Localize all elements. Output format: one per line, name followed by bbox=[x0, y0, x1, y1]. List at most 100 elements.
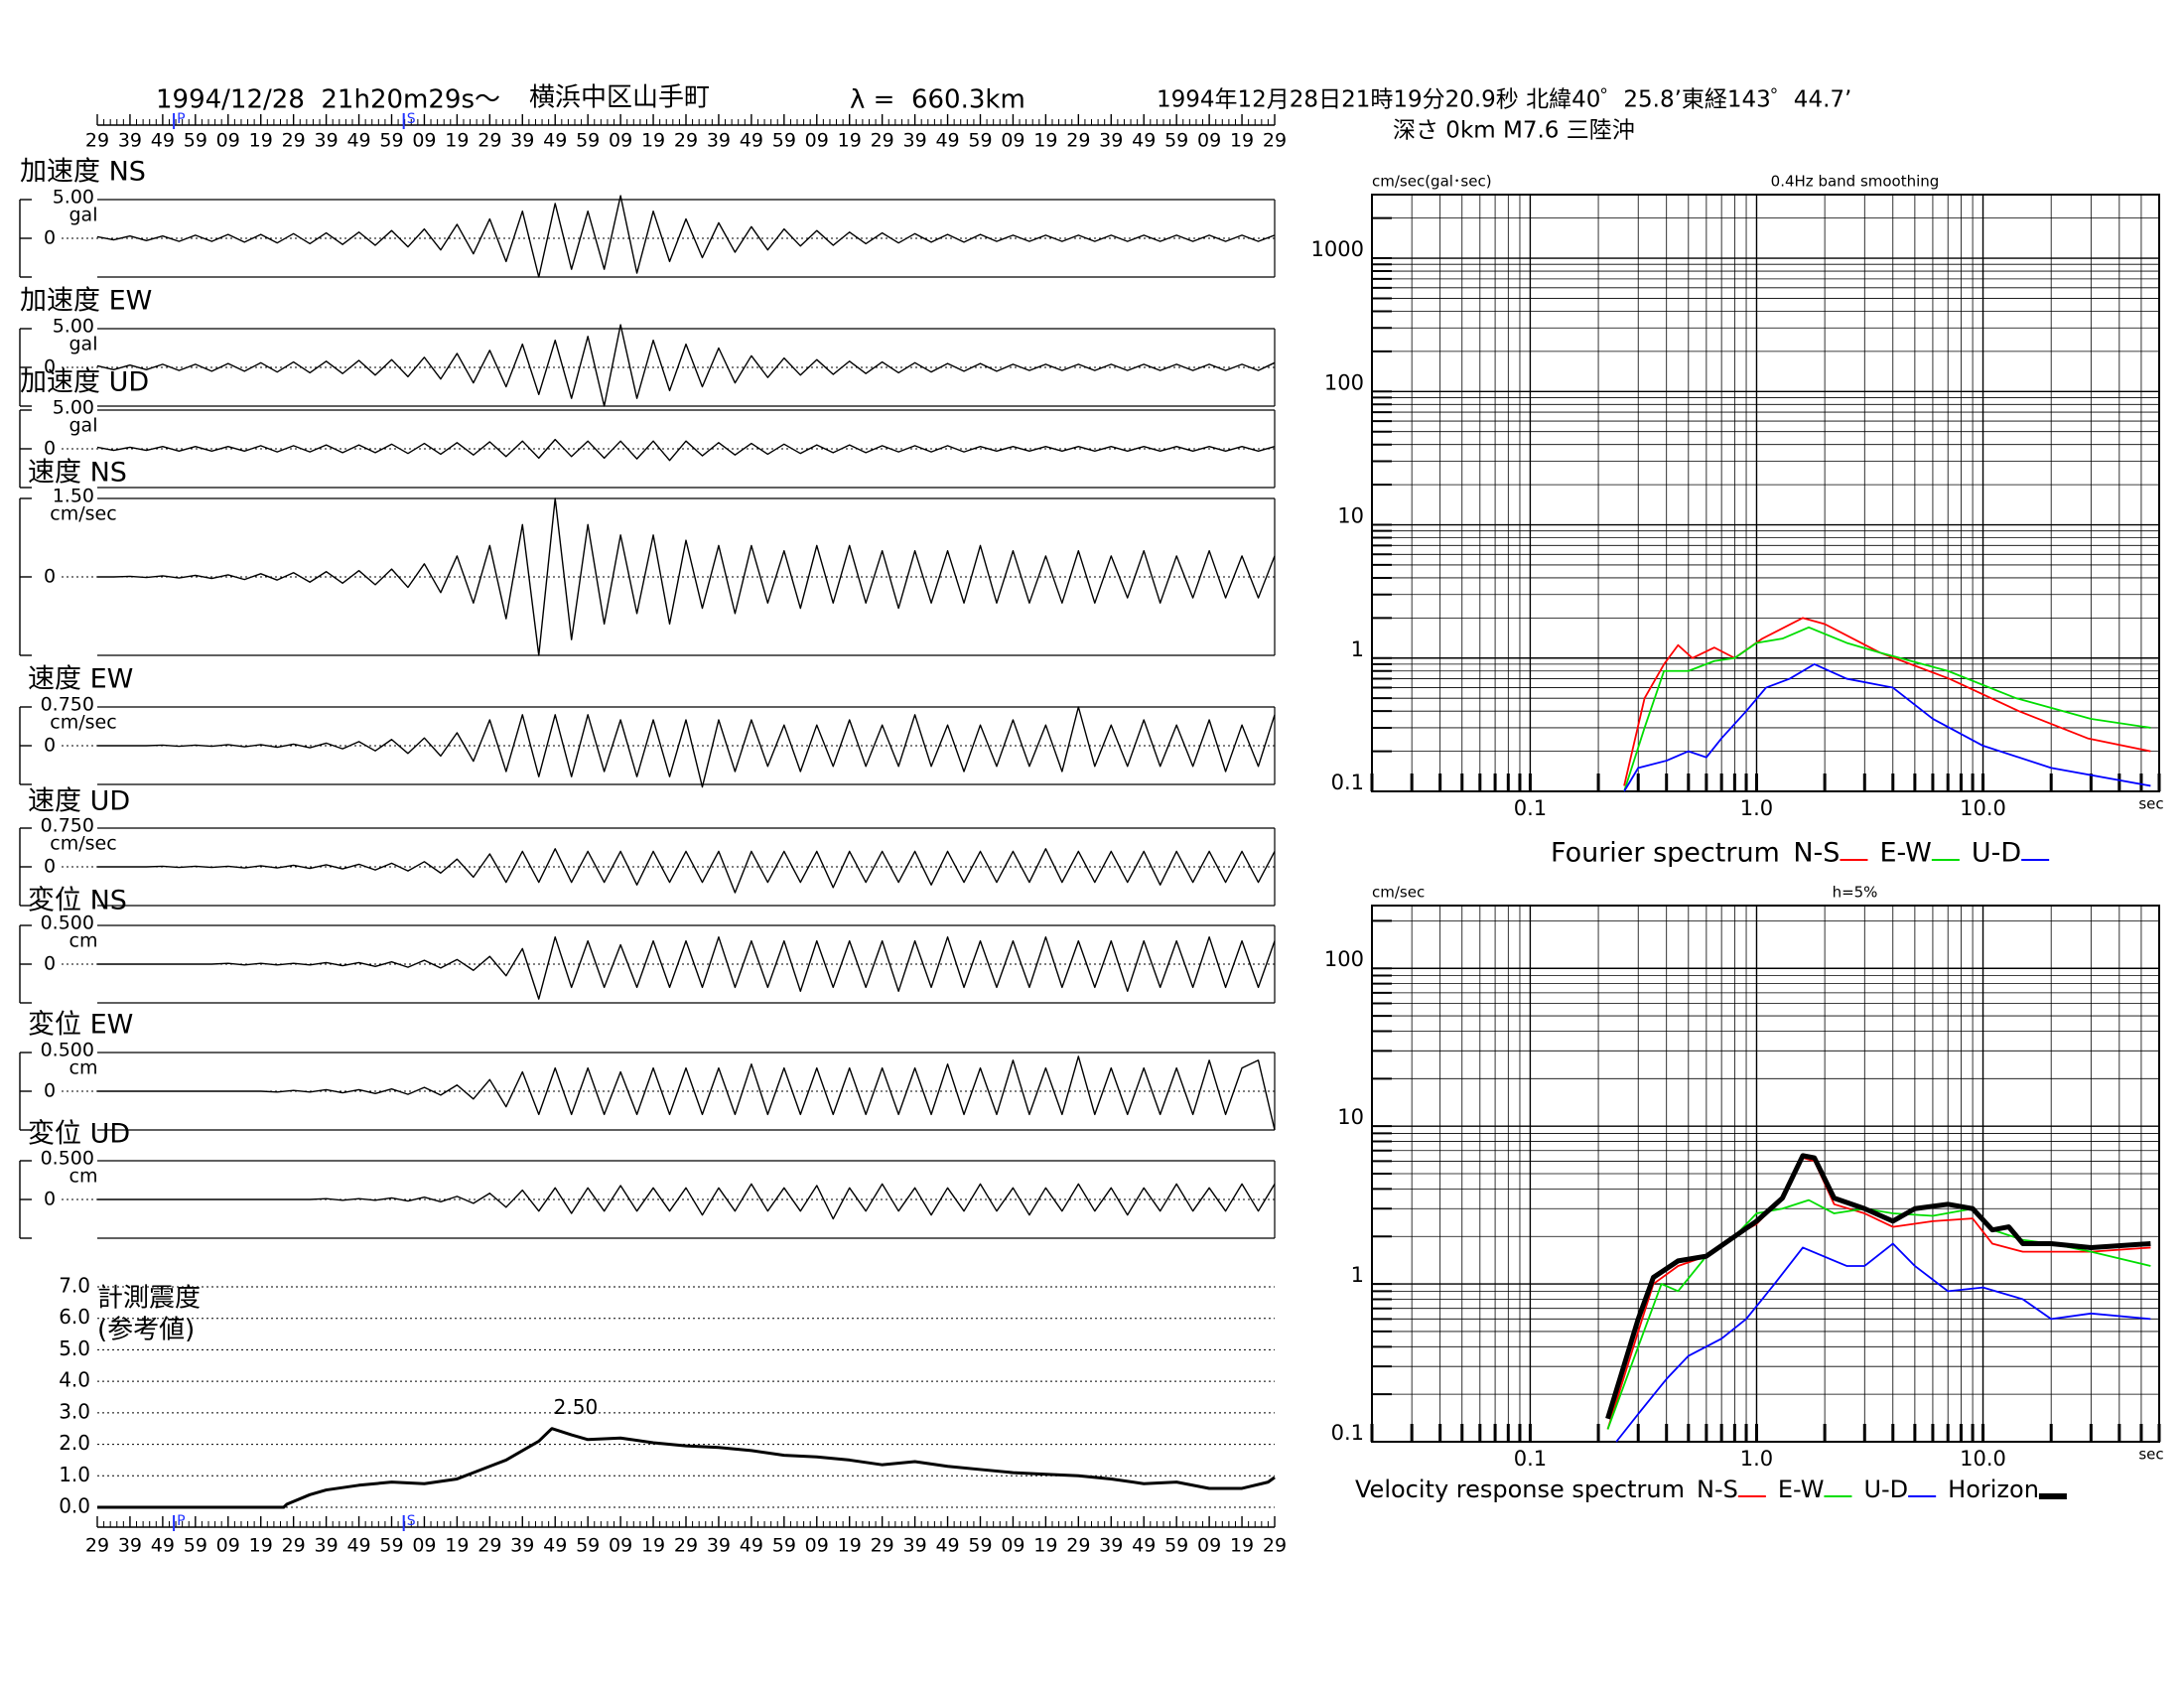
x-tick-label: 09 bbox=[412, 1535, 436, 1557]
x-tick-label: 09 bbox=[609, 1535, 632, 1557]
y-tick-label: 0.750 bbox=[41, 815, 94, 837]
x-tick-label: 59 bbox=[184, 130, 207, 152]
x-tick-label: 39 bbox=[510, 130, 534, 152]
x-tick-label: 49 bbox=[543, 130, 567, 152]
x-tick-label: 59 bbox=[772, 1535, 796, 1557]
x-tick-label: 29 bbox=[674, 1535, 698, 1557]
y-tick-label: 100 bbox=[1324, 370, 1364, 394]
x-tick-label: 19 bbox=[641, 130, 665, 152]
y-tick-label: 0 bbox=[44, 1189, 56, 1210]
y-tick-label: 3.0 bbox=[59, 1399, 90, 1423]
intensity-line bbox=[97, 1427, 1276, 1509]
x-tick-label: 39 bbox=[510, 1535, 534, 1557]
phase-marker-label: P bbox=[177, 111, 185, 127]
panel-subtitle: (参考値) bbox=[97, 1316, 195, 1345]
x-tick-label: 59 bbox=[968, 1535, 992, 1557]
x-tick-label: 29 bbox=[1263, 130, 1287, 152]
x-tick-label: 09 bbox=[1001, 1535, 1024, 1557]
y-unit: cm/sec bbox=[50, 833, 116, 855]
x-tick-label: 59 bbox=[576, 1535, 600, 1557]
y-unit: cm/sec(gal･sec) bbox=[1372, 173, 1492, 191]
panel-title: 速度 NS bbox=[28, 458, 127, 489]
legend-title: Fourier spectrum bbox=[1551, 838, 1780, 869]
legend-label: N-S bbox=[1697, 1476, 1738, 1503]
series-line bbox=[1623, 626, 2151, 792]
x-tick-label: 19 bbox=[249, 130, 273, 152]
series-line bbox=[1623, 617, 2151, 786]
x-tick-label: 29 bbox=[674, 130, 698, 152]
x-tick-label: 09 bbox=[216, 1535, 240, 1557]
x-tick-label: 49 bbox=[935, 130, 959, 152]
y-tick-label: 4.0 bbox=[59, 1368, 90, 1392]
waveform bbox=[96, 195, 1276, 278]
x-tick-label: 09 bbox=[609, 130, 632, 152]
x-tick-label: 39 bbox=[903, 130, 927, 152]
waveform bbox=[97, 497, 1276, 656]
x-tick-label: 49 bbox=[151, 130, 175, 152]
plot-frame bbox=[1371, 905, 2160, 1443]
x-tick-label: 29 bbox=[282, 130, 306, 152]
y-tick-label: 1.0 bbox=[59, 1463, 90, 1486]
y-tick-label: 0.1 bbox=[1331, 771, 1364, 794]
panel-title: 加速度 NS bbox=[20, 157, 146, 188]
y-tick-label: 10 bbox=[1337, 504, 1364, 528]
x-tick-label: 19 bbox=[445, 130, 469, 152]
header-distance: λ = 660.3km bbox=[850, 85, 1025, 115]
y-tick-label: 0.0 bbox=[59, 1494, 90, 1518]
panel-title: 加速度 EW bbox=[20, 286, 152, 317]
legend-label: E-W bbox=[1778, 1476, 1825, 1503]
x-tick-label: 10.0 bbox=[1960, 1447, 2006, 1471]
legend-label: E-W bbox=[1879, 838, 1931, 869]
x-tick-label: 59 bbox=[379, 130, 403, 152]
series-line bbox=[1605, 1153, 2151, 1420]
waveform bbox=[97, 1183, 1276, 1220]
y-tick-label: 0 bbox=[44, 856, 56, 878]
y-tick-label: 0 bbox=[44, 227, 56, 249]
y-unit: gal bbox=[69, 334, 98, 355]
chart-title: h=5% bbox=[1833, 884, 1878, 902]
header-event: 1994年12月28日21時19分20.9秒 北緯40゜25.8’東経143゜4… bbox=[1157, 87, 1851, 113]
x-tick-label: 49 bbox=[543, 1535, 567, 1557]
x-tick-label: 29 bbox=[1066, 130, 1090, 152]
y-tick-label: 0 bbox=[44, 566, 56, 588]
y-unit: cm/sec bbox=[50, 503, 116, 525]
legend-label: N-S bbox=[1793, 838, 1840, 869]
series-line bbox=[1623, 663, 2151, 792]
x-tick-label: 49 bbox=[935, 1535, 959, 1557]
x-tick-label: 59 bbox=[1164, 1535, 1188, 1557]
legend-label: U-D bbox=[1972, 838, 2021, 869]
x-tick-label: 19 bbox=[838, 130, 862, 152]
x-tick-label: 19 bbox=[1230, 1535, 1254, 1557]
panel-title: 加速度 UD bbox=[20, 367, 149, 398]
x-tick-label: 59 bbox=[379, 1535, 403, 1557]
x-tick-label: 59 bbox=[576, 130, 600, 152]
y-tick-label: 0.750 bbox=[41, 694, 94, 716]
x-tick-label: 19 bbox=[249, 1535, 273, 1557]
panel-title: 変位 EW bbox=[28, 1010, 133, 1041]
y-tick-label: 1 bbox=[1351, 637, 1364, 661]
phase-marker-label: P bbox=[177, 1513, 185, 1529]
y-tick-label: 1.50 bbox=[53, 486, 94, 507]
legend-title: Velocity response spectrum bbox=[1355, 1476, 1685, 1503]
x-tick-label: 29 bbox=[85, 1535, 109, 1557]
y-tick-label: 5.0 bbox=[59, 1336, 90, 1360]
x-tick-label: 39 bbox=[315, 130, 339, 152]
x-tick-label: 19 bbox=[1033, 1535, 1057, 1557]
y-unit: cm bbox=[69, 1166, 98, 1188]
x-tick-label: 09 bbox=[1197, 1535, 1221, 1557]
x-tick-label: 59 bbox=[968, 130, 992, 152]
x-tick-label: 1.0 bbox=[1740, 1447, 1773, 1471]
x-tick-label: 39 bbox=[118, 130, 142, 152]
x-tick-label: 09 bbox=[1001, 130, 1024, 152]
y-tick-label: 0 bbox=[44, 1080, 56, 1102]
legend-label: U-D bbox=[1863, 1476, 1908, 1503]
series-line bbox=[1615, 1242, 2151, 1443]
x-tick-label: 09 bbox=[216, 130, 240, 152]
y-tick-label: 5.00 bbox=[53, 316, 94, 338]
x-tick-label: 1.0 bbox=[1740, 796, 1773, 820]
header-event2: 深さ 0km M7.6 三陸沖 bbox=[1393, 118, 1635, 144]
y-tick-label: 10 bbox=[1337, 1105, 1364, 1129]
